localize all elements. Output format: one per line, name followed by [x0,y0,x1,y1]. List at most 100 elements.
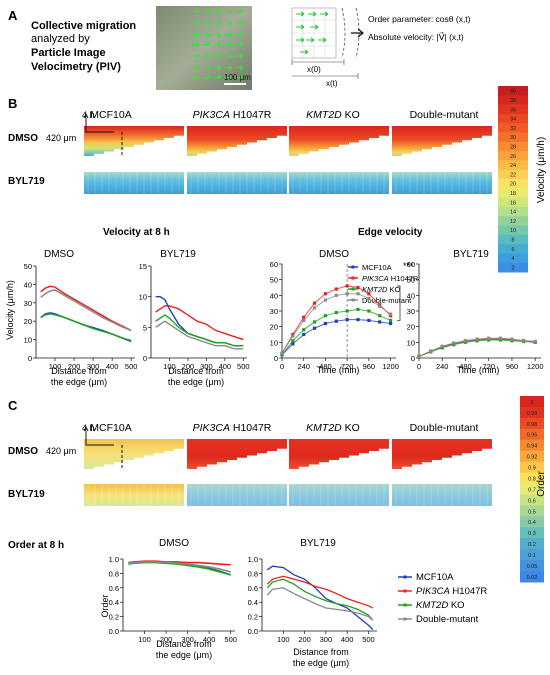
colorbar-tick-label: 0.7 [528,487,536,493]
vector-arrow-icon [310,24,319,30]
piv-arrow [191,41,200,47]
colorbar-tick-label: 0.8 [528,476,536,482]
order-dmso-kymograph [84,439,184,469]
y-tick-label: 0.4 [109,598,119,607]
panel-a-line1: Collective migration [31,20,136,32]
velocity-byl-kymograph [289,172,389,194]
legend-marker [403,617,407,621]
velocity-byl-xlabel-2: the edge (μm) [168,377,224,387]
xt-label: x(t) [326,79,338,88]
legend-marker [351,287,355,291]
piv-arrow [235,65,244,71]
colorbar-tick-label: 0.99 [527,411,538,417]
vector-arrow-icon [300,49,309,55]
y-tick-label: 60 [407,260,415,269]
x-tick-label: 480 [459,362,472,371]
y-tick-label: 50 [407,276,415,285]
panel-a-line2: analyzed by [31,33,90,45]
colorbar-tick-label: 0.6 [528,498,536,504]
colorbar-tick-label: 22 [510,172,516,178]
y-tick-label: 40 [270,291,278,300]
panel-c-distance-label: 420 μm [46,446,76,456]
piv-arrow [213,32,222,38]
piv-arrow [202,65,211,71]
y-tick-label: 0.6 [248,584,258,593]
x-tick-label: 0 [417,362,421,371]
colorbar-tick-label: 0.3 [528,531,536,537]
colorbar-tick-label: 24 [510,163,516,169]
vector-arrow-icon [296,11,305,17]
piv-arrow [235,8,244,14]
colorbar-cell [498,216,528,226]
series-line-3 [266,587,374,621]
series-line-0 [266,565,374,631]
colorbar-cell [498,86,528,96]
order-byl-kymograph [187,484,287,506]
colorbar-tick-label: 10 [510,228,516,234]
velocity-col-header: MCF10A [90,109,131,121]
piv-arrow [191,8,200,14]
colorbar-tick-label: 0.1 [528,553,536,559]
colorbar-tick-label: 0.5 [528,509,536,515]
colorbar-cell [520,538,544,550]
y-tick-label: 10 [139,293,147,302]
velocity-8h-title: Velocity at 8 h [103,227,170,238]
order-8h-title: Order at 8 h [8,540,64,551]
colorbar-cell [520,483,544,495]
x-tick-label: 720 [482,362,495,371]
vector-arrow-icon [296,37,305,43]
fit-line-0 [281,319,391,356]
piv-arrow [213,65,222,71]
chart-order-byl719: 0.0 0.2 0.4 0.6 0.8 1.0 100 200 300 400 500 [248,555,377,644]
fit-line-3 [418,337,536,357]
legend-label: PIK3CA H1047R [416,586,487,597]
y-tick-label: 30 [407,307,415,316]
y-tick-label: 10 [270,338,278,347]
velocity-dmso-kymograph [84,126,184,156]
colorbar-cell [520,505,544,517]
edge-velocity-title: Edge velocity [358,227,423,238]
colorbar-tick-label: 6 [511,247,514,253]
x-tick-label: 300 [200,362,213,371]
chart-edge-velocity-byl719: 0 10 20 30 40 50 60 0 240 480 720 960 1200 [407,260,544,371]
velocity-dmso-kymograph [289,126,389,156]
vector-arrow-icon [306,37,315,43]
order-byl-subtitle: BYL719 [300,538,336,549]
legend-label: KMT2D KO [362,285,401,294]
colorbar-cell [498,123,528,133]
x-tick-label: 400 [219,362,232,371]
colorbar-cell [520,417,544,430]
colorbar-tick-label: 0.95 [527,433,538,439]
piv-arrow [213,41,222,47]
x-tick-label: 200 [68,362,81,371]
chart-order-dmso: 0.0 0.2 0.4 0.6 0.8 1.0 100 200 300 400 500 [109,555,237,644]
series-line-2 [155,314,244,347]
y-tick-label: 1.0 [248,555,258,564]
order-ylabel: Order [100,594,110,617]
x-tick-label: 100 [138,635,151,644]
series-line-2 [266,578,374,621]
legend-label: MCF10A [362,263,392,272]
y-tick-label: 0.2 [109,613,119,622]
x-tick-label: 480 [319,362,332,371]
significance-bracket [397,285,401,321]
piv-arrow [235,32,244,38]
x-tick-label: 400 [106,362,119,371]
y-tick-label: 30 [24,299,32,308]
colorbar-cell [520,549,544,561]
colorbar-cell [520,527,544,539]
colorbar-cell [498,160,528,171]
legend-marker [403,575,407,579]
piv-arrow [203,53,211,59]
x-tick-label: 720 [341,362,354,371]
colorbar-cell [498,188,528,199]
colorbar-tick-label: 0.02 [527,575,538,581]
edge-dmso-subtitle: DMSO [319,249,349,260]
series-line-2 [40,313,132,342]
vector-arrow-icon [320,11,329,17]
y-tick-label: 15 [139,262,147,271]
colorbar-tick-label: 8 [511,237,514,243]
velocity-byl-kymograph [84,172,184,194]
x-tick-label: 240 [436,362,449,371]
vector-arrow-icon [296,24,305,30]
